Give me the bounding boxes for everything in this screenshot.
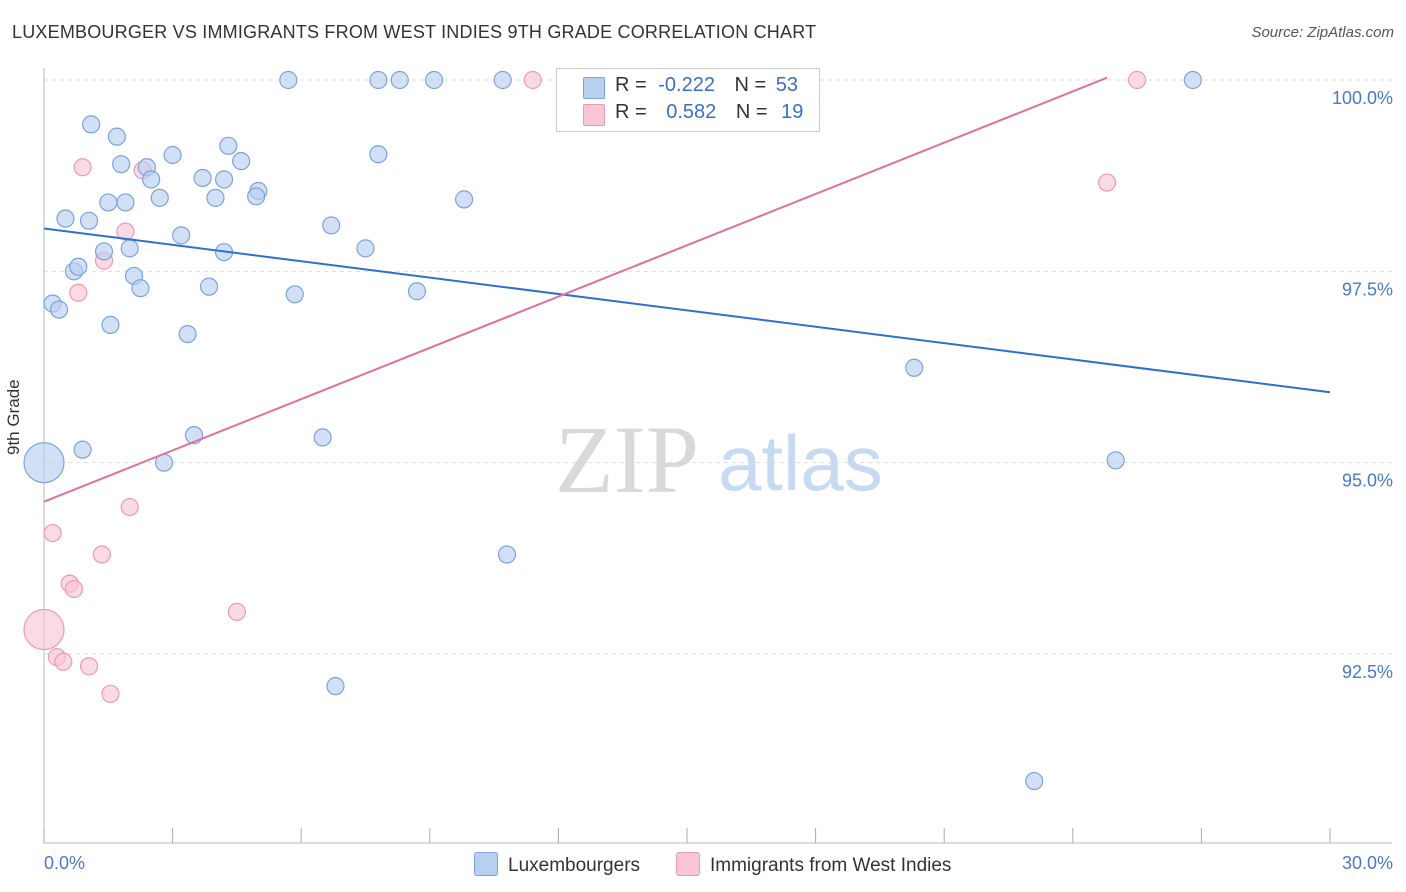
luxembourger-point [322, 216, 341, 235]
luxembourger-point [193, 168, 212, 188]
west-indies-point [227, 602, 246, 622]
x-tick-label: 30.0% [1342, 853, 1393, 873]
chart-title: LUXEMBOURGER VS IMMIGRANTS FROM WEST IND… [12, 22, 817, 42]
luxembourger-point [214, 170, 234, 189]
y-tick-label: 100.0% [1332, 88, 1393, 108]
luxembourger-point [82, 115, 101, 134]
luxembourger-point [356, 239, 375, 258]
luxembourger-point [285, 285, 304, 304]
y-tick-label: 92.5% [1342, 662, 1393, 682]
luxembourger-point [69, 257, 88, 276]
luxembourger-point [424, 70, 444, 90]
west-indies-point [101, 684, 120, 703]
gridlines [44, 79, 1392, 655]
luxembourger-point [23, 442, 65, 484]
bottom-legend-swatch-pink [676, 852, 700, 876]
tick-labels: 92.5% 95.0% 97.5% 100.0% 0.0% 30.0% [44, 88, 1393, 873]
trend-lines [43, 76, 1331, 503]
correlation-legend: R = -0.222 N = 53 R = 0.582 N = 19 [556, 68, 820, 132]
luxembourger-point [163, 145, 182, 165]
pink-series-points [23, 70, 1147, 703]
luxembourger-point [279, 70, 298, 90]
bottom-legend-luxembourgers: Luxembourgers [474, 852, 640, 877]
luxembourger-point [493, 70, 512, 90]
luxembourger-point [99, 193, 118, 212]
luxembourger-point [905, 358, 924, 377]
luxembourger-point [232, 152, 251, 171]
luxembourger-point [150, 188, 169, 207]
west-indies-point [23, 608, 65, 651]
luxembourger-point [1106, 451, 1125, 470]
watermark-zip: ZIP [555, 406, 699, 513]
west-indies-point [43, 523, 62, 543]
west-indies-point [523, 70, 542, 90]
luxembourger-point [454, 190, 474, 209]
west-indies-trend-line [43, 76, 1108, 503]
luxembourger-point [1183, 70, 1202, 90]
luxembourger-point [497, 545, 517, 564]
west-indies-point [79, 657, 99, 676]
source-label: Source: ZipAtlas.com [1251, 24, 1394, 41]
legend-swatch-blue [583, 77, 605, 99]
luxembourger-point [369, 70, 388, 90]
luxembourger-point [112, 155, 131, 174]
west-indies-point [64, 579, 84, 599]
luxembourger-point [390, 70, 409, 90]
west-indies-point [92, 545, 111, 564]
west-indies-point [54, 652, 73, 671]
luxembourger-point [116, 193, 135, 212]
luxembourger-point [219, 136, 238, 155]
y-tick-label: 97.5% [1342, 279, 1393, 299]
west-indies-point [116, 222, 135, 241]
luxembourger-point [120, 239, 139, 258]
legend-n-value: 19 [781, 101, 804, 123]
luxembourger-trend-line [43, 227, 1331, 394]
west-indies-point [69, 283, 88, 302]
bottom-legend-label: Luxembourgers [508, 855, 641, 876]
luxembourger-point [247, 187, 266, 206]
luxembourger-point [199, 277, 219, 296]
luxembourger-point [206, 188, 225, 207]
luxembourger-point [131, 279, 150, 298]
west-indies-point [1127, 70, 1147, 90]
west-indies-point [120, 497, 139, 517]
luxembourger-point [107, 127, 126, 146]
luxembourger-point [79, 211, 99, 230]
legend-r-label: R = [615, 101, 647, 123]
west-indies-point [73, 158, 92, 177]
west-indies-point [1097, 173, 1117, 192]
blue-series-points [23, 70, 1202, 791]
bottom-legend-swatch-blue [474, 852, 498, 876]
legend-n-label: N = [735, 101, 768, 123]
luxembourger-point [1025, 771, 1044, 791]
legend-r-value: -0.222 [658, 74, 715, 96]
luxembourger-point [407, 282, 427, 301]
y-tick-label: 95.0% [1342, 471, 1393, 491]
luxembourger-point [101, 315, 120, 335]
legend-swatch-pink [583, 104, 605, 126]
luxembourger-point [56, 209, 75, 228]
luxembourger-point [326, 677, 345, 696]
luxembourger-point [94, 242, 114, 261]
luxembourger-point [313, 428, 332, 447]
legend-n-value: 53 [775, 74, 799, 96]
watermark-atlas: atlas [718, 419, 883, 507]
luxembourger-point [49, 300, 69, 319]
legend-r-label: R = [615, 74, 647, 96]
legend-r-value: 0.582 [666, 101, 717, 123]
legend-n-label: N = [734, 74, 767, 96]
bottom-legend-west-indies: Immigrants from West Indies [676, 852, 951, 877]
luxembourger-point [369, 145, 388, 164]
bottom-legend-label: Immigrants from West Indies [710, 855, 952, 876]
luxembourger-point [172, 226, 191, 245]
luxembourger-point [73, 440, 92, 459]
luxembourger-point [142, 170, 161, 189]
luxembourger-point [178, 324, 197, 344]
x-tick-label: 0.0% [44, 853, 85, 873]
